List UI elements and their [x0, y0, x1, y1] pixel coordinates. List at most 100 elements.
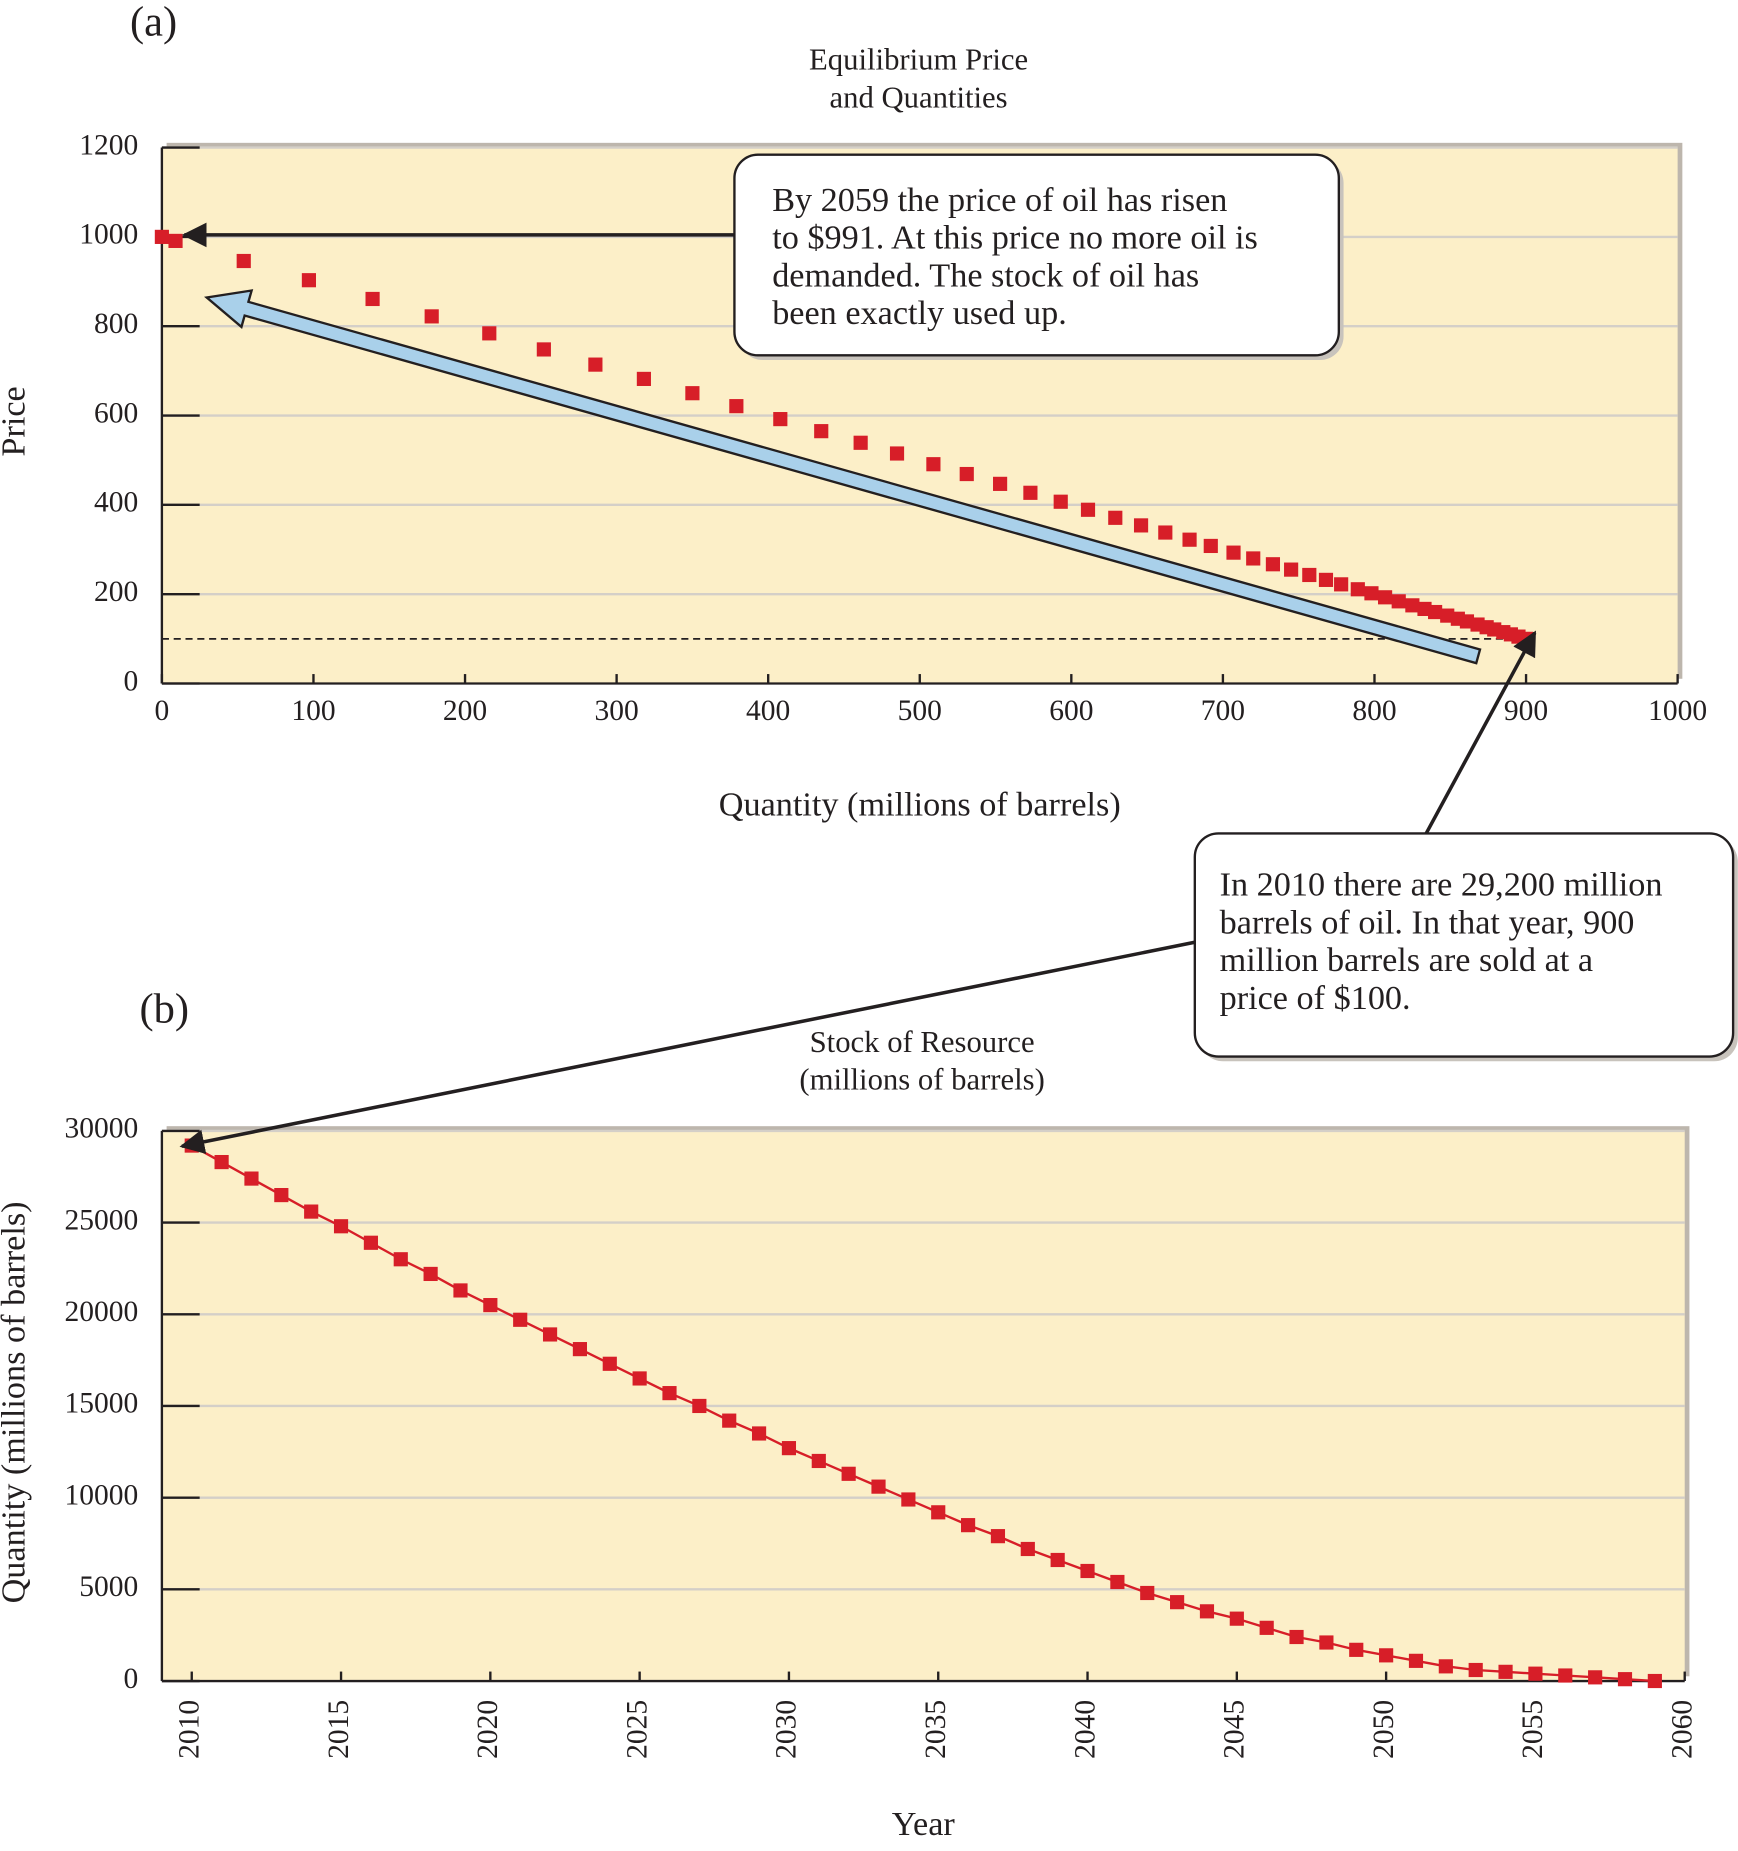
y-tick-label: 800 — [94, 308, 138, 340]
data-point — [1405, 598, 1420, 613]
data-point — [685, 386, 700, 401]
data-point — [1558, 1668, 1573, 1683]
y-tick-label: 10000 — [65, 1479, 139, 1511]
x-tick-label: 100 — [291, 695, 335, 727]
data-point — [1133, 518, 1149, 533]
data-point — [1182, 532, 1197, 547]
data-point — [1229, 1611, 1244, 1626]
data-point — [542, 1327, 558, 1342]
y-tick-label: 1000 — [79, 219, 138, 251]
data-point — [692, 1398, 707, 1414]
panel-label: (b) — [139, 986, 189, 1033]
data-point — [1379, 1648, 1394, 1663]
y-tick-label: 600 — [94, 397, 138, 429]
x-tick-label: 2035 — [920, 1700, 952, 1759]
y-tick-label: 25000 — [65, 1204, 139, 1236]
x-tick-label: 2030 — [771, 1700, 803, 1759]
data-point — [1080, 502, 1096, 517]
x-tick-label: 2015 — [323, 1700, 355, 1759]
data-point — [1140, 1585, 1155, 1601]
panel-label: (a) — [130, 0, 177, 46]
data-point — [1080, 1563, 1095, 1579]
data-point — [961, 1518, 976, 1533]
data-point — [483, 1298, 498, 1313]
y-tick-label: 30000 — [65, 1113, 139, 1145]
data-point — [1108, 510, 1123, 525]
x-tick-label: 2050 — [1368, 1700, 1400, 1759]
data-point — [301, 273, 316, 288]
annotation-line: demanded. The stock of oil has — [772, 256, 1199, 294]
data-point — [1468, 1662, 1483, 1678]
blue-arrow — [204, 289, 1482, 665]
data-point — [536, 342, 551, 357]
x-axis-title: Quantity (millions of barrels) — [719, 785, 1121, 823]
annotation-line: price of $100. — [1220, 979, 1411, 1017]
data-point — [453, 1283, 468, 1298]
y-tick-label: 15000 — [65, 1388, 139, 1420]
x-tick-label: 400 — [746, 695, 790, 727]
data-point — [1647, 1673, 1662, 1689]
data-point — [1158, 525, 1173, 540]
data-point — [853, 435, 868, 450]
data-point — [993, 476, 1008, 491]
data-point — [1498, 1664, 1513, 1679]
data-point — [333, 1219, 349, 1234]
data-point — [1020, 1541, 1035, 1557]
data-point — [1349, 1642, 1364, 1657]
data-point — [990, 1529, 1006, 1544]
data-point — [482, 326, 497, 341]
data-point — [931, 1505, 946, 1520]
data-point — [588, 357, 603, 372]
annotation-line: million barrels are sold at a — [1220, 941, 1593, 979]
data-point — [1302, 567, 1317, 583]
x-tick-label: 600 — [1049, 695, 1093, 727]
data-point — [423, 1266, 438, 1282]
chart-title: Stock of Resource — [810, 1025, 1035, 1059]
y-tick-label: 20000 — [65, 1296, 139, 1328]
data-point — [1319, 1635, 1334, 1650]
callout — [1193, 832, 1735, 1058]
data-point — [274, 1188, 289, 1203]
y-tick-label: 0 — [124, 1663, 139, 1695]
y-tick-label: 1200 — [79, 129, 138, 161]
data-point — [1440, 608, 1455, 623]
data-point — [1199, 1604, 1215, 1619]
data-point — [1170, 1595, 1185, 1610]
x-tick-label: 200 — [443, 695, 487, 727]
data-point — [236, 253, 251, 269]
y-axis-title: Quantity (millions of barrels) — [0, 1201, 33, 1603]
data-point — [1364, 586, 1379, 601]
data-point — [811, 1453, 826, 1469]
chart-title: (millions of barrels) — [799, 1063, 1044, 1097]
arrow — [1424, 630, 1537, 835]
data-point — [1259, 1620, 1274, 1635]
x-tick-label: 2055 — [1517, 1700, 1549, 1759]
data-point — [632, 1371, 647, 1386]
x-tick-label: 1000 — [1648, 695, 1707, 727]
y-tick-label: 5000 — [79, 1571, 138, 1603]
x-tick-label: 2060 — [1666, 1700, 1698, 1759]
data-point — [841, 1466, 856, 1481]
x-tick-label: 2045 — [1219, 1700, 1251, 1759]
x-tick-label: 2020 — [472, 1700, 504, 1759]
data-point — [959, 466, 974, 482]
data-point — [889, 446, 905, 461]
data-point — [154, 229, 169, 244]
data-point — [722, 1413, 737, 1428]
data-point — [1617, 1672, 1633, 1687]
x-tick-label: 2025 — [621, 1700, 653, 1759]
data-point — [1438, 1659, 1453, 1674]
data-point — [168, 233, 183, 248]
callout — [733, 153, 1341, 357]
data-point — [814, 424, 829, 439]
x-tick-label: 2040 — [1069, 1700, 1101, 1759]
data-point — [1528, 1666, 1543, 1681]
data-point — [1408, 1653, 1424, 1668]
data-point — [1318, 572, 1334, 587]
data-point — [1334, 577, 1349, 592]
overlay: By 2059 the price of oil has risen to $9… — [179, 153, 1738, 1154]
data-point — [1050, 1552, 1065, 1568]
